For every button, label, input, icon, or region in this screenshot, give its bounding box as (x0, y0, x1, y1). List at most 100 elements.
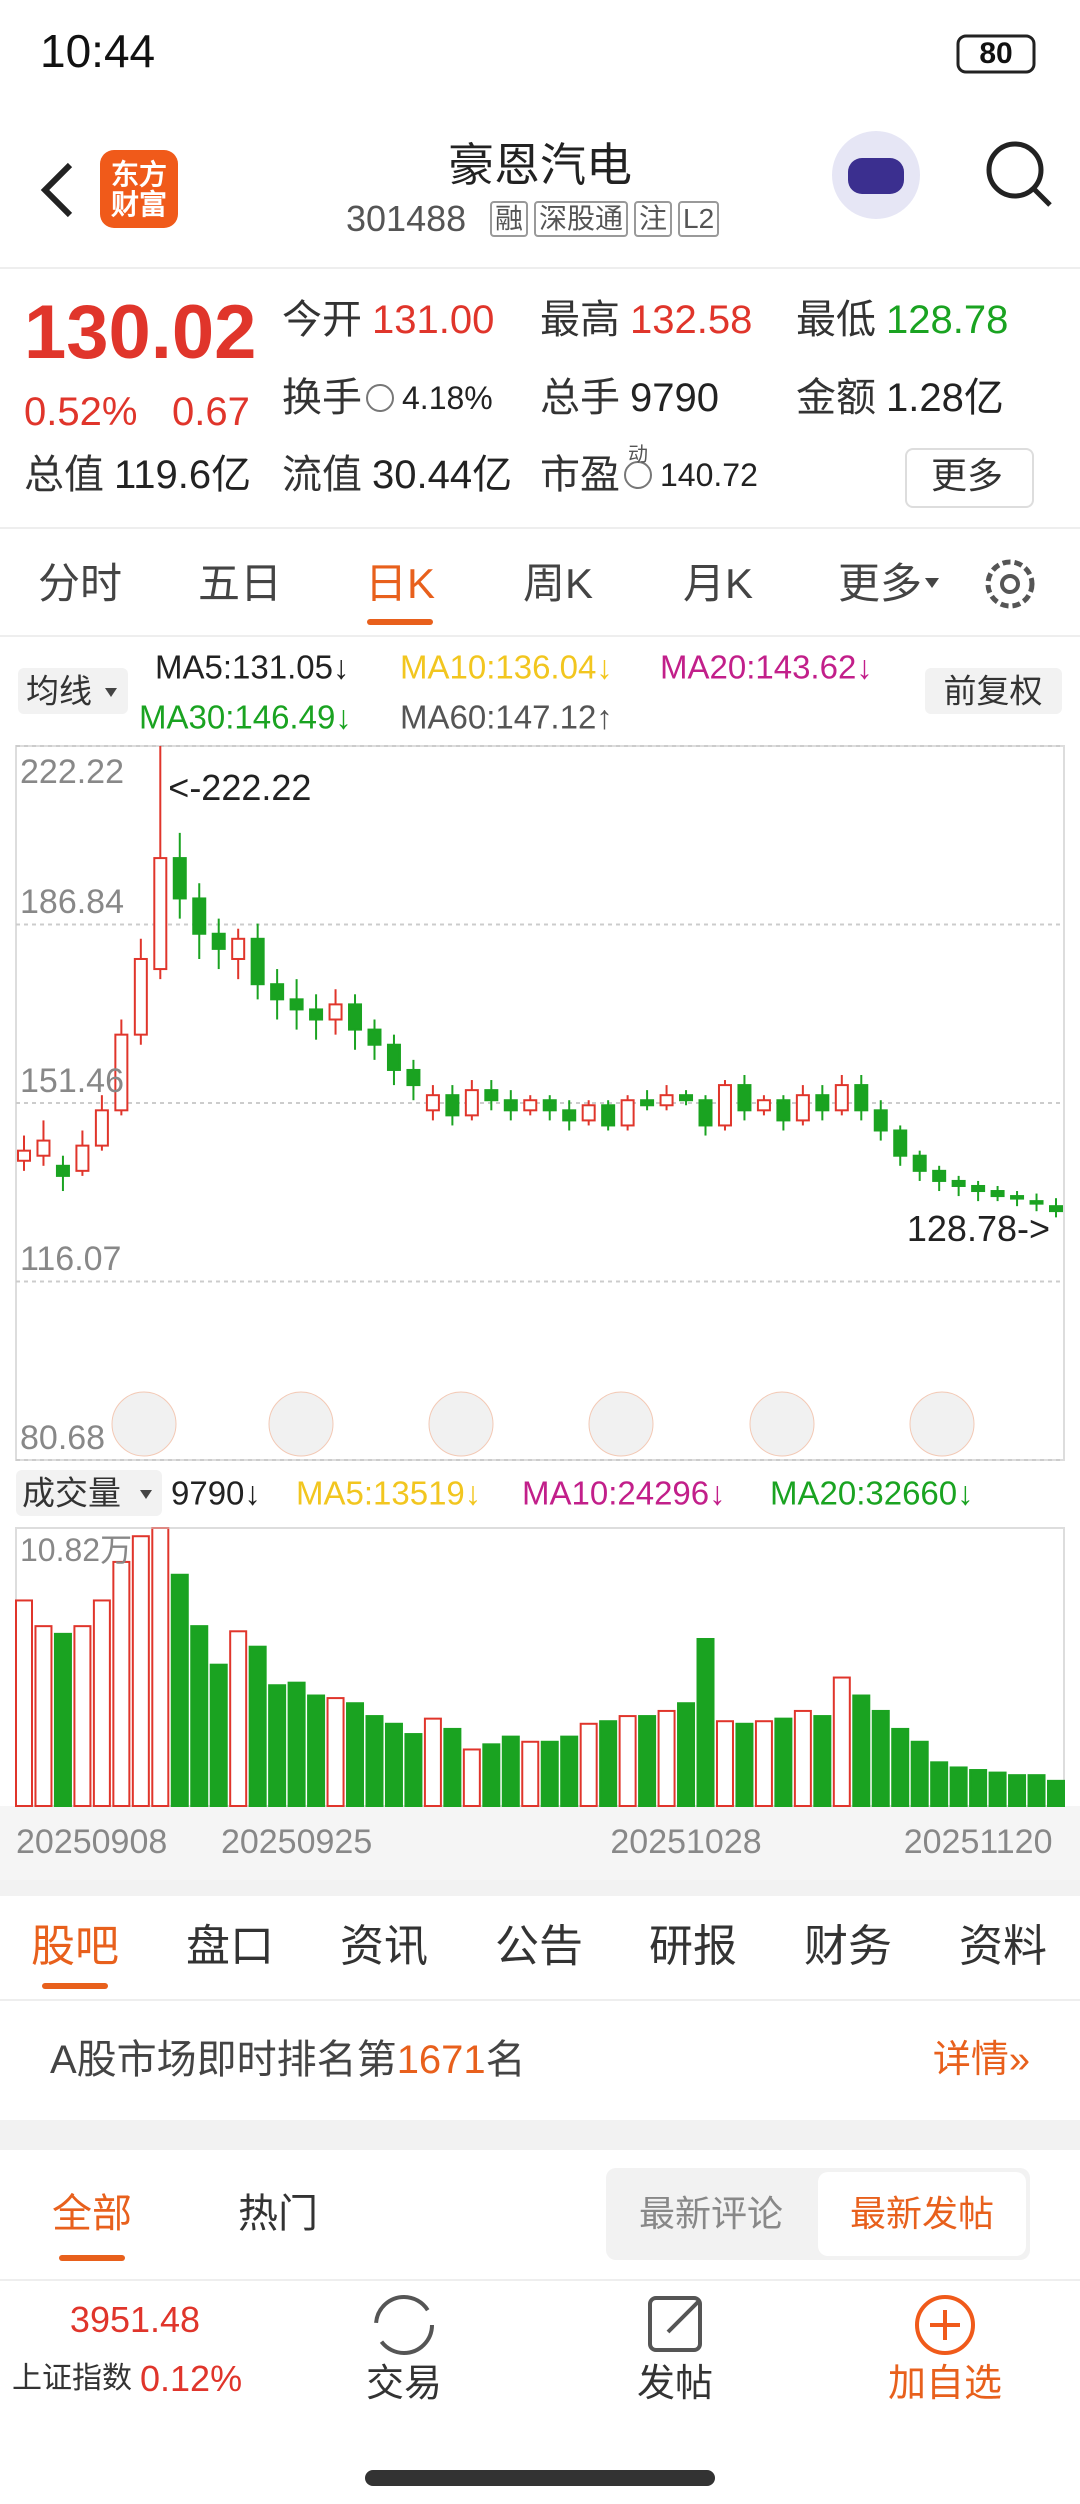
post-icon[interactable] (648, 2296, 702, 2352)
period-tab[interactable]: 五日 (197, 560, 283, 607)
home-indicator (365, 2470, 715, 2486)
stock-tag: 注 (634, 201, 673, 237)
search-handle (1032, 187, 1052, 207)
candle-body (679, 1094, 694, 1102)
chart-control[interactable] (749, 1391, 815, 1457)
candle-body (367, 1028, 382, 1046)
logo[interactable] (100, 150, 178, 228)
candle-body (94, 1109, 109, 1147)
volume-item: MA10:24296↓ (522, 1474, 726, 1512)
volume-item: 9790↓ (171, 1474, 261, 1512)
volume-bar (657, 1709, 676, 1807)
candle-body (562, 1109, 577, 1122)
candle-body (990, 1190, 1005, 1198)
rank-link[interactable]: 详情» (932, 2039, 1030, 2081)
volume-bar (443, 1727, 462, 1808)
period-tab[interactable]: 分时 (37, 560, 123, 607)
period-tab[interactable]: 月K (682, 560, 754, 607)
volume-bar (346, 1702, 365, 1808)
candle-body (1049, 1205, 1063, 1213)
stat-label: 流值 (282, 453, 362, 497)
volume-bar (969, 1769, 988, 1807)
chart-control[interactable] (428, 1391, 494, 1457)
volume-bar (384, 1722, 403, 1807)
period-tab[interactable]: 周K (522, 560, 594, 607)
x-tick-label: 20250925 (220, 1823, 373, 1861)
adjust-button[interactable] (925, 668, 1062, 714)
section-tab[interactable]: 研报 (649, 1922, 737, 1971)
back-icon[interactable] (40, 162, 73, 218)
candle-body (36, 1139, 51, 1157)
index-value[interactable]: 3951.48 (69, 2299, 201, 2340)
volume-bar (832, 1676, 851, 1807)
candle-body (250, 937, 265, 986)
volume-bar (131, 1535, 150, 1807)
candle-body (1029, 1200, 1044, 1205)
adjust-label[interactable]: 前复权 (943, 672, 1043, 710)
volume-bar (560, 1735, 579, 1807)
info-icon (624, 461, 652, 489)
section-tab[interactable]: 股吧 (31, 1922, 119, 1971)
info-icon (366, 384, 394, 412)
section-tab[interactable]: 财务 (804, 1922, 892, 1971)
divider (0, 1880, 1080, 1896)
sort-option[interactable]: 最新发帖 (849, 2193, 995, 2234)
candle-body (542, 1099, 557, 1112)
watch-icon[interactable] (915, 2295, 975, 2355)
candle-body (75, 1144, 90, 1172)
volume-button-label[interactable]: 成交量 (22, 1474, 121, 1512)
stat-label: 换手 (282, 376, 362, 420)
action-label[interactable]: 发帖 (636, 2363, 714, 2405)
volume-bar (404, 1733, 423, 1808)
feed-tab[interactable]: 全部 (52, 2192, 132, 2236)
volume-item: MA5:13519↓ (296, 1474, 482, 1512)
period-tab[interactable]: 更多 (837, 560, 923, 607)
y-tick-label: 222.22 (20, 753, 124, 791)
chart-control[interactable] (588, 1391, 654, 1457)
sort-option[interactable]: 最新评论 (638, 2193, 784, 2234)
stock-tag: 融 (490, 201, 529, 237)
stat-value: 131.00 (372, 298, 495, 342)
volume-bar (287, 1681, 306, 1808)
volume-bar (365, 1715, 384, 1808)
action-label[interactable]: 加自选 (887, 2363, 1003, 2405)
ma-caret (105, 688, 117, 697)
volume-bar (910, 1740, 929, 1807)
y-tick-label: 151.46 (20, 1061, 124, 1100)
volume-bar (15, 1599, 33, 1807)
volume-bar (248, 1645, 267, 1807)
more-label[interactable]: 更多 (930, 455, 1004, 496)
watch-plus (930, 2310, 960, 2340)
volume-bar (423, 1717, 442, 1808)
section-tab[interactable]: 公告 (495, 1922, 583, 1971)
candle-body (1010, 1195, 1025, 1200)
volume-button[interactable] (16, 1470, 162, 1516)
candle-body (172, 857, 187, 900)
chart-control[interactable] (268, 1391, 334, 1457)
volume-bar (34, 1625, 53, 1807)
stock-tag: L2 (678, 201, 720, 237)
chart-control[interactable] (111, 1391, 177, 1457)
period-tab[interactable]: 日K (364, 560, 436, 607)
ma-button-label[interactable]: 均线 (26, 672, 92, 710)
more-button[interactable] (905, 448, 1034, 508)
x-tick-label: 20251120 (903, 1823, 1053, 1861)
settings-icon[interactable] (985, 559, 1035, 609)
feed-tab[interactable]: 热门 (238, 2192, 318, 2236)
candle-body (659, 1094, 674, 1107)
search-icon[interactable] (986, 141, 1044, 199)
sort-active[interactable] (818, 2172, 1026, 2256)
change: 0.67 (172, 390, 250, 434)
section-tab[interactable]: 资料 (959, 1922, 1047, 1971)
section-tab[interactable]: 资讯 (340, 1922, 428, 1971)
volume-bar (170, 1573, 189, 1808)
volume-bar (268, 1684, 287, 1808)
rank-text: A股市场即时排名第 (50, 2038, 397, 2082)
volume-bar (462, 1748, 481, 1808)
chart-control[interactable] (909, 1391, 975, 1457)
candle-body (328, 1003, 343, 1021)
trade-icon[interactable] (374, 2295, 434, 2355)
section-tab[interactable]: 盘口 (186, 1922, 274, 1971)
action-label[interactable]: 交易 (365, 2363, 443, 2405)
annotation: <-222.22 (168, 767, 312, 808)
